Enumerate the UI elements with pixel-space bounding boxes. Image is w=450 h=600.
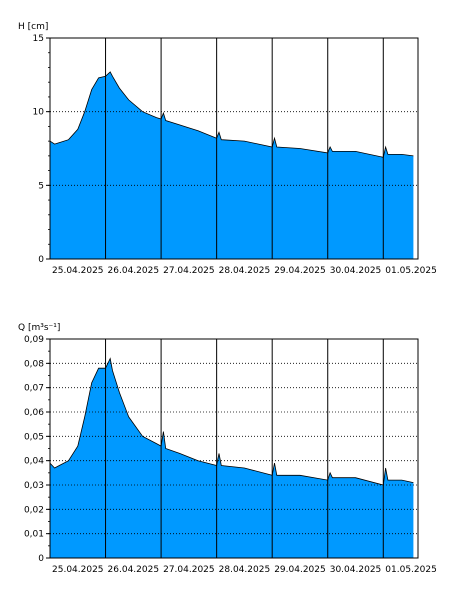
x-tick-label: 29.04.2025 — [274, 565, 326, 575]
x-tick-label: 27.04.2025 — [163, 266, 215, 276]
x-tick-label: 28.04.2025 — [219, 266, 271, 276]
x-tick-label: 30.04.2025 — [330, 266, 382, 276]
y-axis-title: H [cm] — [18, 22, 48, 32]
area-series-fill — [50, 358, 414, 558]
x-tick-label: 30.04.2025 — [330, 565, 382, 575]
x-tick-label: 29.04.2025 — [274, 266, 326, 276]
y-tick-label: 0,08 — [24, 359, 44, 369]
y-tick-label: 0 — [38, 554, 44, 564]
y-tick-label: 0,07 — [24, 384, 44, 394]
y-tick-label: 10 — [33, 108, 45, 118]
x-tick-label: 26.04.2025 — [108, 266, 160, 276]
area-series-line — [49, 71, 414, 158]
y-tick-label: 5 — [38, 181, 44, 191]
discharge-chart: 25.04.2025 26.04.2025 27.04.2025 28.04.2025… — [18, 323, 437, 575]
y-tick-label: 0,06 — [24, 408, 44, 418]
x-tick-label: 25.04.2025 — [52, 565, 104, 575]
y-tick-label: 0,01 — [24, 530, 44, 540]
y-axis-title: Q [m³s⁻¹] — [18, 323, 60, 333]
y-tick-label: 0,04 — [24, 457, 44, 467]
x-tick-label: 26.04.2025 — [108, 565, 160, 575]
y-tick-label: 0,05 — [24, 432, 44, 442]
plot-frame — [49, 338, 419, 559]
water-level-chart: 25.04.2025 26.04.2025 27.04.2025 28.04.2025… — [18, 22, 437, 276]
x-tick-label: 01.05.2025 — [385, 565, 437, 575]
y-tick-label: 0 — [38, 255, 44, 265]
area-series-fill — [50, 71, 414, 260]
y-tick-label: 15 — [33, 34, 44, 44]
x-tick-label: 25.04.2025 — [52, 266, 104, 276]
x-tick-label: 27.04.2025 — [163, 565, 215, 575]
y-tick-label: 0,03 — [24, 481, 44, 491]
x-tick-label: 28.04.2025 — [219, 565, 271, 575]
y-tick-label: 0,09 — [24, 335, 44, 345]
plot-frame — [49, 37, 419, 260]
area-series-line — [49, 357, 414, 486]
y-tick-label: 0,02 — [24, 505, 44, 515]
x-tick-label: 01.05.2025 — [385, 266, 437, 276]
